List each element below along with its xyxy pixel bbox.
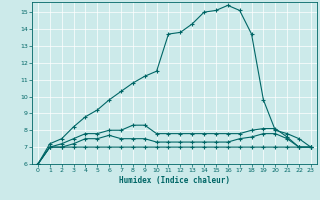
X-axis label: Humidex (Indice chaleur): Humidex (Indice chaleur)	[119, 176, 230, 185]
